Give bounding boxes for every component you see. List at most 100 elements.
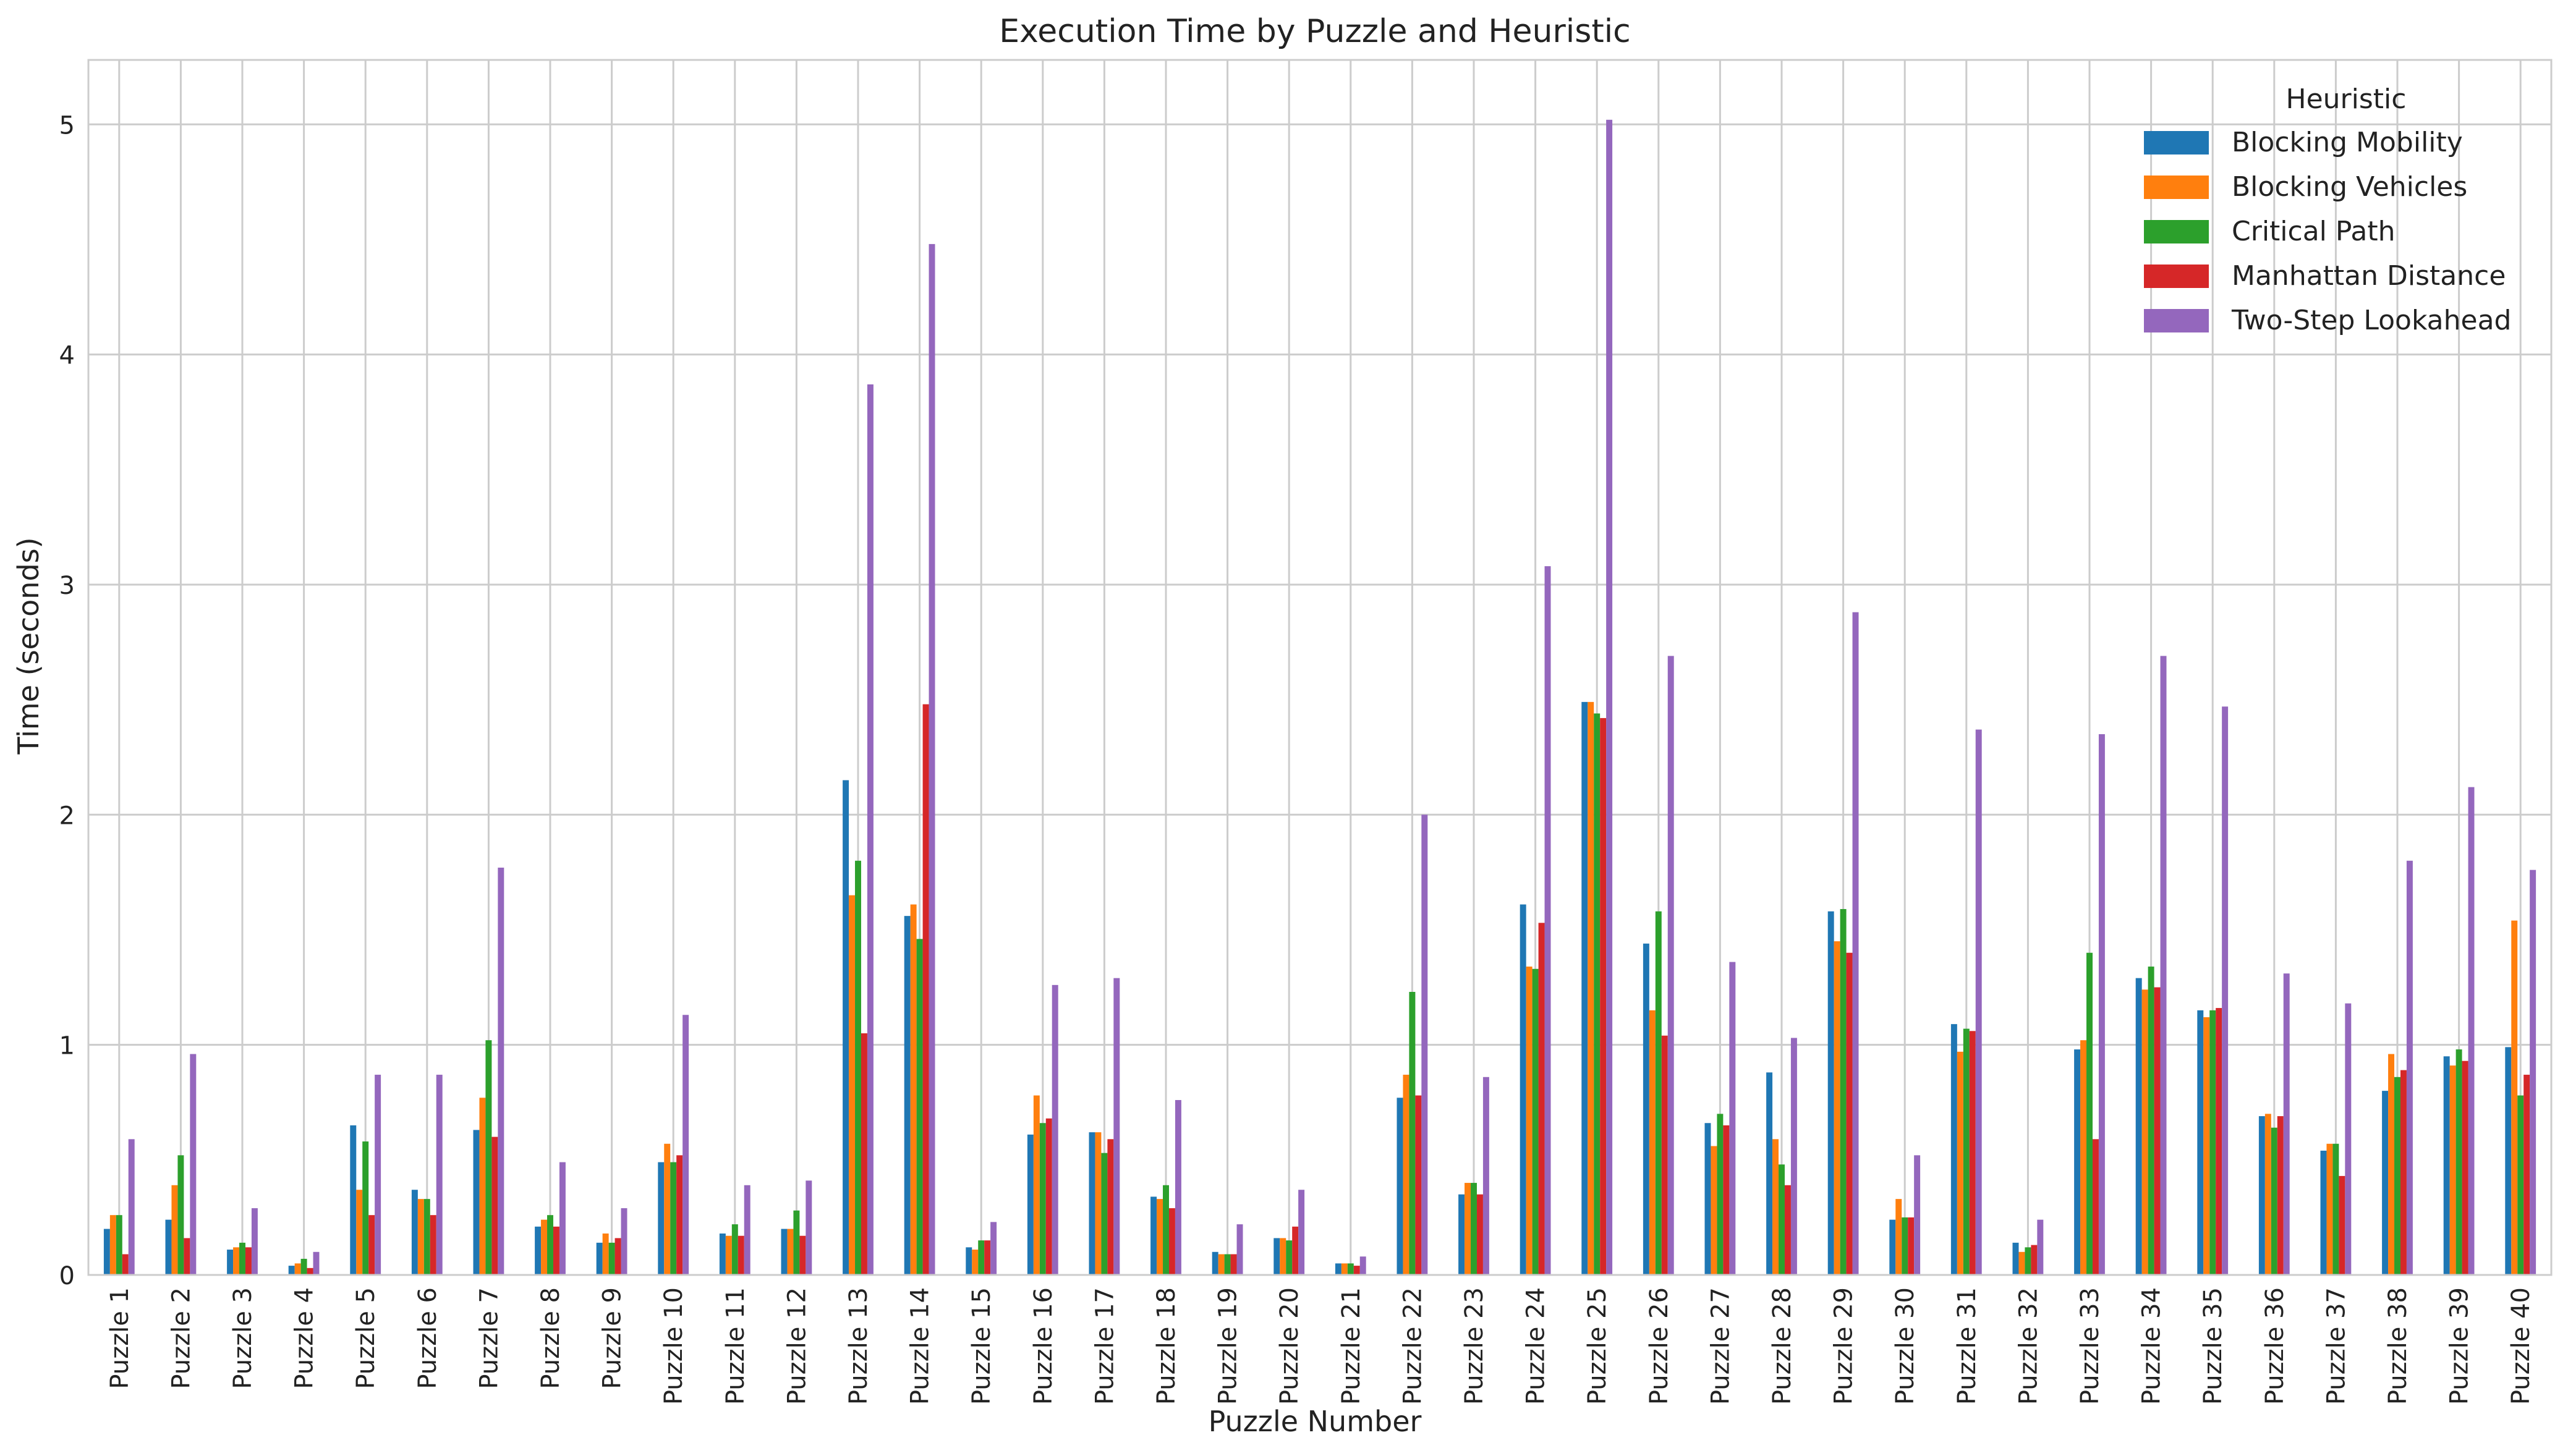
bar	[2406, 860, 2413, 1275]
bar	[2025, 1247, 2031, 1275]
bar	[2098, 734, 2105, 1275]
bar	[233, 1247, 240, 1275]
bar	[1606, 119, 1613, 1276]
legend-label: Blocking Vehicles	[2232, 171, 2467, 203]
y-tick-label: 5	[59, 111, 75, 140]
bar	[682, 1015, 689, 1275]
bar	[1224, 1254, 1231, 1275]
bar	[731, 1224, 738, 1275]
bar	[227, 1250, 234, 1275]
x-tick-label: Puzzle 20	[1275, 1287, 1304, 1405]
bar	[602, 1233, 609, 1275]
bar	[251, 1208, 258, 1275]
bar	[916, 939, 923, 1275]
x-tick-label: Puzzle 35	[2199, 1287, 2227, 1405]
bar	[1661, 1035, 1668, 1275]
bar	[2135, 978, 2142, 1275]
x-tick-label: Puzzle 18	[1152, 1287, 1181, 1405]
bar	[799, 1235, 806, 1275]
bar	[1594, 713, 1601, 1275]
legend-swatch	[2144, 131, 2209, 154]
x-tick-label: Puzzle 38	[2384, 1287, 2412, 1405]
x-tick-label: Puzzle 6	[414, 1287, 442, 1389]
bar	[2141, 989, 2148, 1275]
x-tick-label: Puzzle 30	[1891, 1287, 1920, 1405]
bar	[2443, 1056, 2450, 1275]
bar	[1280, 1238, 1286, 1275]
y-tick-label: 3	[59, 572, 75, 600]
x-tick-label: Puzzle 34	[2138, 1287, 2166, 1405]
x-tick-label: Puzzle 29	[1830, 1287, 1858, 1405]
bar	[2511, 920, 2518, 1275]
bar	[1286, 1240, 1293, 1275]
bar	[1902, 1217, 1908, 1275]
x-tick-label: Puzzle 8	[537, 1287, 565, 1389]
x-tick-label: Puzzle 19	[1214, 1287, 1243, 1405]
bar	[2332, 1143, 2339, 1275]
bar	[1895, 1199, 1902, 1275]
bar	[2258, 1116, 2265, 1275]
bar	[1341, 1263, 1348, 1275]
bar	[491, 1136, 498, 1275]
chart-title: Execution Time by Puzzle and Heuristic	[999, 13, 1631, 50]
bar	[1667, 656, 1674, 1275]
bar	[1482, 1077, 1489, 1275]
bar	[1649, 1010, 1656, 1275]
bar	[1230, 1254, 1237, 1275]
bar	[2271, 1127, 2277, 1275]
x-tick-label: Puzzle 37	[2322, 1287, 2350, 1405]
x-tick-label: Puzzle 5	[352, 1287, 380, 1389]
bar	[1723, 1125, 1730, 1275]
bar	[1163, 1185, 1169, 1275]
bar	[1834, 941, 1840, 1275]
bar	[1403, 1075, 1409, 1275]
bar	[2388, 1054, 2395, 1275]
x-tick-label: Puzzle 23	[1460, 1287, 1489, 1405]
bar	[1027, 1134, 1034, 1275]
bar	[177, 1155, 184, 1275]
legend: Heuristic Blocking Mobility Blocking Vehi…	[2144, 83, 2511, 336]
bar	[535, 1226, 542, 1275]
x-tick-label: Puzzle 33	[2076, 1287, 2104, 1405]
bar	[423, 1199, 430, 1275]
plot-frame	[87, 59, 2553, 1276]
x-tick-label: Puzzle 39	[2446, 1287, 2474, 1405]
bar	[2468, 787, 2475, 1275]
x-tick-label: Puzzle 12	[783, 1287, 811, 1405]
bar	[2449, 1065, 2456, 1275]
x-tick-label: Puzzle 3	[229, 1287, 257, 1389]
bar	[1397, 1098, 1403, 1275]
bar	[2326, 1143, 2333, 1275]
bar	[1107, 1139, 1114, 1275]
bar	[664, 1143, 671, 1275]
bar	[1643, 943, 1649, 1275]
bar	[239, 1242, 245, 1275]
x-tick-label: Puzzle 36	[2261, 1287, 2289, 1405]
bar	[190, 1054, 197, 1275]
bar	[1957, 1051, 1963, 1275]
bar	[990, 1222, 997, 1275]
bar	[2394, 1077, 2400, 1275]
bar	[245, 1247, 252, 1275]
bar	[1532, 968, 1539, 1275]
legend-label: Manhattan Distance	[2232, 260, 2506, 292]
legend-label: Blocking Mobility	[2232, 127, 2463, 158]
bar	[1779, 1164, 1785, 1275]
bar	[1409, 992, 1416, 1275]
bar	[294, 1263, 301, 1275]
bar	[867, 384, 874, 1275]
bar	[436, 1075, 443, 1275]
bar	[103, 1229, 110, 1275]
bar	[350, 1125, 357, 1275]
bar	[2154, 987, 2161, 1275]
bar	[1052, 984, 1058, 1275]
bar	[485, 1040, 492, 1275]
bar	[1827, 911, 1834, 1275]
y-axis-label: Time (seconds)	[12, 537, 45, 755]
x-tick-label: Puzzle 10	[660, 1287, 688, 1405]
x-tick-label: Puzzle 24	[1522, 1287, 1550, 1405]
bar	[109, 1215, 116, 1275]
bar	[1292, 1226, 1299, 1275]
y-tick-label: 1	[59, 1032, 75, 1060]
